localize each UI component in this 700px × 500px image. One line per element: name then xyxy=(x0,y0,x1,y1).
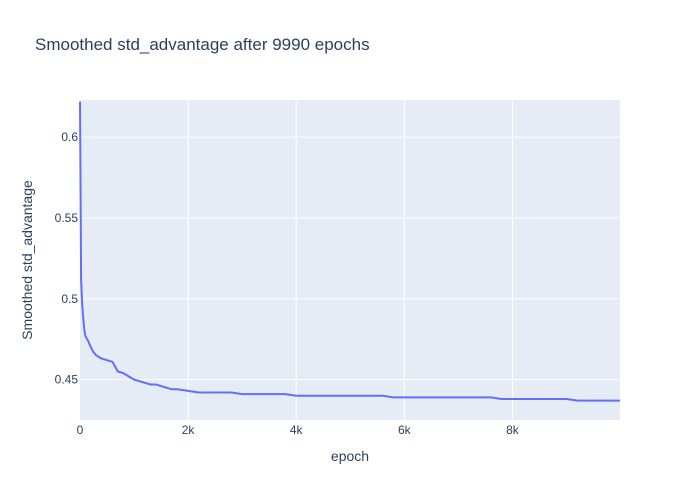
x-tick-label: 8k xyxy=(506,423,520,437)
tick-layer: 0 2k 4k 6k 8k 0.45 0.5 0.55 0.6 xyxy=(55,130,520,437)
y-tick-label: 0.55 xyxy=(55,211,79,225)
x-tick-label: 2k xyxy=(182,423,196,437)
plot-background xyxy=(80,100,620,420)
y-axis-title: Smoothed std_advantage xyxy=(19,180,35,340)
chart-title: Smoothed std_advantage after 9990 epochs xyxy=(35,35,370,54)
y-tick-label: 0.45 xyxy=(55,373,79,387)
x-axis-title: epoch xyxy=(331,448,369,464)
series-line xyxy=(79,101,620,402)
y-tick-label: 0.6 xyxy=(61,130,78,144)
grid-layer xyxy=(80,100,620,420)
y-tick-label: 0.5 xyxy=(61,292,78,306)
x-tick-label: 4k xyxy=(290,423,304,437)
x-tick-label: 6k xyxy=(398,423,412,437)
x-tick-label: 0 xyxy=(77,423,84,437)
series-layer xyxy=(79,101,620,402)
